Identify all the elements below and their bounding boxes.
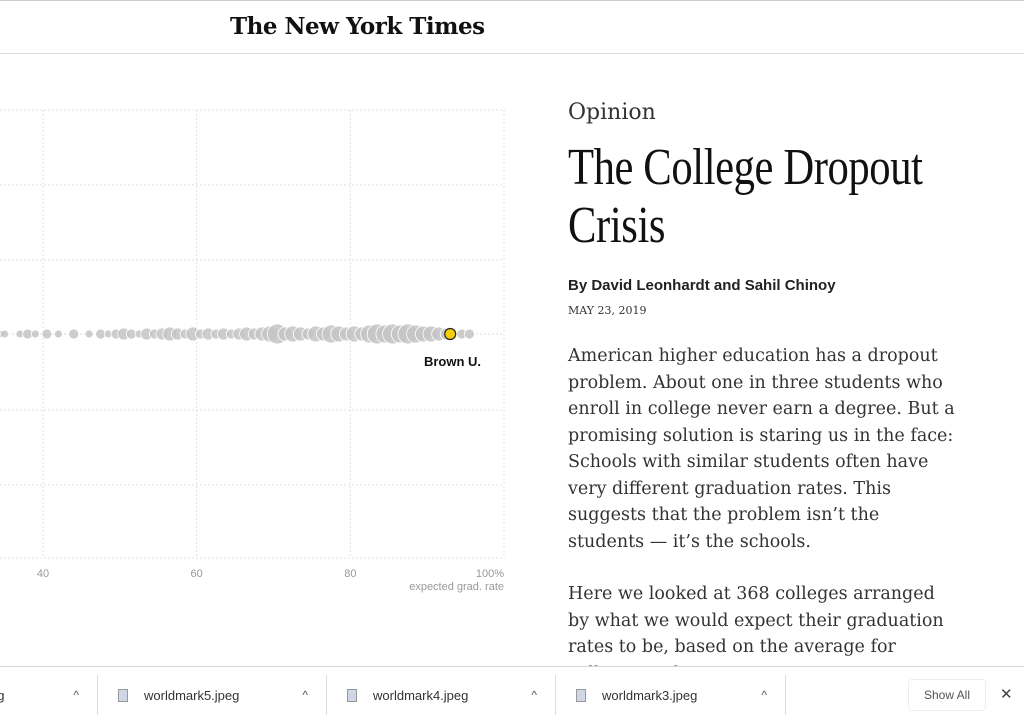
data-point	[30, 329, 40, 339]
data-point	[68, 328, 80, 340]
downloads-bar: eg ^ f worldmark5.jpeg ^ f worldmark4.jp…	[0, 666, 1024, 722]
headline: The College Dropout Crisis	[568, 139, 923, 254]
chevron-up-icon[interactable]: ^	[531, 688, 537, 702]
x-tick-label: 100%	[476, 568, 504, 580]
kicker[interactable]: Opinion	[568, 100, 656, 125]
data-point	[53, 329, 63, 339]
chevron-up-icon[interactable]: ^	[761, 688, 767, 702]
grad-rate-chart: 40 60 80 100%expected grad. rate Brown U.	[0, 109, 505, 593]
show-all-button[interactable]: Show All	[908, 679, 986, 711]
nyt-logo[interactable]: The New York Times	[230, 13, 485, 40]
byline: By David Leonhardt and Sahil Chinoy	[568, 277, 836, 294]
data-point	[41, 328, 53, 340]
data-point	[0, 329, 9, 339]
x-tick-label: 40	[37, 568, 49, 580]
file-icon: f	[118, 688, 128, 702]
data-point	[464, 328, 475, 340]
x-tick-label: 60	[191, 568, 203, 580]
article: Opinion The College Dropout Crisis By Da…	[568, 100, 968, 687]
download-filename: eg	[0, 687, 5, 703]
close-icon[interactable]: ✕	[1000, 686, 1013, 703]
x-axis-label: expected grad. rate	[409, 581, 504, 593]
download-item[interactable]: f worldmark4.jpeg ^	[327, 675, 556, 715]
download-item[interactable]: f worldmark3.jpeg ^	[556, 675, 786, 715]
file-icon: f	[576, 688, 586, 702]
site-header: The New York Times	[0, 0, 1024, 54]
download-filename: worldmark4.jpeg	[373, 687, 469, 703]
chevron-up-icon[interactable]: ^	[302, 688, 308, 702]
download-filename: worldmark5.jpeg	[144, 687, 240, 703]
paragraph: American higher education has a dropout …	[568, 346, 955, 552]
download-filename: worldmark3.jpeg	[602, 687, 698, 703]
highlight-point	[444, 327, 457, 341]
data-point	[84, 329, 94, 339]
x-tick-label: 80	[344, 568, 356, 580]
highlight-label: Brown U.	[424, 354, 481, 369]
chevron-up-icon[interactable]: ^	[73, 688, 79, 702]
download-item[interactable]: f worldmark5.jpeg ^	[98, 675, 327, 715]
publish-date: MAY 23, 2019	[568, 304, 647, 317]
file-icon: f	[347, 688, 357, 702]
download-item[interactable]: eg ^	[0, 675, 98, 715]
